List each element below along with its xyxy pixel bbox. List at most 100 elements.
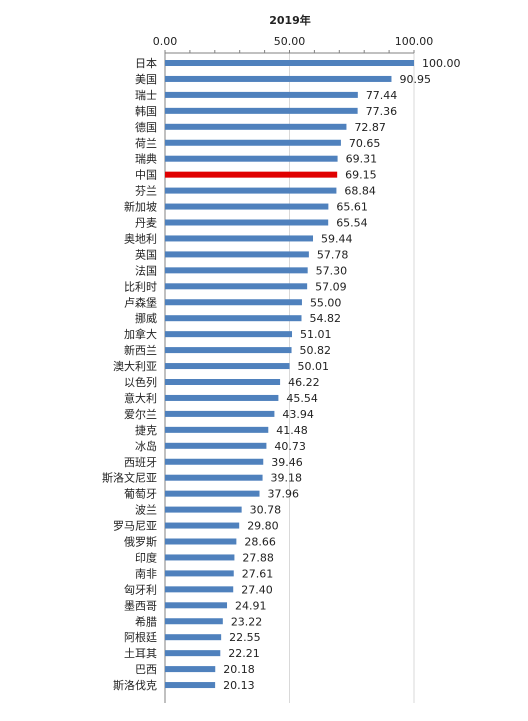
category-label: 法国 bbox=[135, 263, 157, 277]
value-label: 70.65 bbox=[349, 137, 381, 150]
bar-highlighted bbox=[165, 171, 338, 178]
x-axis: 0.00 50.00 100.00 bbox=[153, 35, 433, 703]
category-label: 卢森堡 bbox=[124, 295, 157, 309]
value-label: 77.44 bbox=[366, 89, 398, 102]
bar bbox=[165, 506, 242, 513]
category-label: 希腊 bbox=[135, 614, 157, 628]
category-label: 新加坡 bbox=[124, 200, 157, 214]
category-label: 新西兰 bbox=[124, 343, 157, 357]
bar bbox=[165, 442, 267, 449]
category-label: 挪威 bbox=[135, 311, 157, 325]
category-label: 中国 bbox=[135, 169, 157, 182]
category-label: 瑞士 bbox=[135, 88, 157, 102]
category-label: 墨西哥 bbox=[124, 599, 157, 612]
category-label: 阿根廷 bbox=[124, 630, 157, 644]
value-label: 40.73 bbox=[274, 440, 306, 453]
category-label: 罗马尼亚 bbox=[113, 520, 157, 533]
category-label: 南非 bbox=[135, 567, 157, 580]
value-label: 50.01 bbox=[298, 360, 330, 373]
value-label: 23.22 bbox=[231, 615, 263, 628]
category-label: 巴西 bbox=[135, 663, 157, 676]
bar bbox=[165, 554, 235, 561]
bar bbox=[165, 379, 281, 385]
category-label: 美国 bbox=[135, 73, 157, 86]
value-label: 68.84 bbox=[344, 185, 376, 198]
category-label: 匈牙利 bbox=[124, 582, 157, 596]
value-label: 39.18 bbox=[271, 472, 303, 485]
bar bbox=[165, 75, 392, 82]
bar bbox=[165, 682, 216, 689]
chart-title: 2019年 bbox=[269, 13, 311, 27]
value-label: 65.61 bbox=[336, 201, 368, 214]
value-label: 69.15 bbox=[345, 169, 377, 182]
value-label: 27.88 bbox=[242, 551, 274, 564]
category-label: 俄罗斯 bbox=[124, 536, 157, 549]
value-label: 77.36 bbox=[366, 105, 398, 118]
value-label: 20.18 bbox=[223, 663, 255, 676]
x-tick-label: 50.00 bbox=[274, 35, 306, 48]
category-labels: 日本美国瑞士韩国德国荷兰瑞典中国芬兰新加坡丹麦奥地利英国法国比利时卢森堡挪威加拿… bbox=[102, 56, 157, 692]
value-label: 43.94 bbox=[282, 408, 314, 421]
bar bbox=[165, 363, 290, 370]
bar bbox=[165, 650, 221, 657]
category-label: 斯洛文尼亚 bbox=[102, 471, 157, 485]
value-label: 57.30 bbox=[316, 264, 348, 277]
value-label: 51.01 bbox=[300, 328, 332, 341]
category-label: 葡萄牙 bbox=[124, 488, 157, 501]
bar bbox=[165, 315, 302, 322]
bar bbox=[165, 522, 240, 529]
category-label: 西班牙 bbox=[124, 456, 157, 469]
value-label: 100.00 bbox=[422, 57, 461, 70]
value-label: 72.87 bbox=[354, 121, 386, 134]
value-label: 39.46 bbox=[271, 456, 303, 469]
bar bbox=[165, 602, 228, 609]
value-label: 24.91 bbox=[235, 599, 266, 612]
bar bbox=[165, 490, 260, 497]
bar bbox=[165, 251, 309, 258]
bar bbox=[165, 410, 275, 417]
bar bbox=[165, 538, 237, 545]
value-label: 55.00 bbox=[310, 296, 342, 309]
category-label: 德国 bbox=[135, 120, 157, 134]
category-label: 澳大利亚 bbox=[113, 359, 157, 373]
category-label: 瑞典 bbox=[135, 152, 157, 166]
value-label: 37.96 bbox=[268, 488, 300, 501]
bar bbox=[165, 570, 234, 577]
category-label: 以色列 bbox=[124, 375, 157, 389]
bar bbox=[165, 283, 308, 290]
bar bbox=[165, 474, 263, 481]
category-label: 波兰 bbox=[135, 504, 157, 517]
bars bbox=[165, 60, 414, 689]
value-label: 29.80 bbox=[247, 520, 279, 533]
bar bbox=[165, 203, 329, 210]
category-label: 荷兰 bbox=[135, 137, 157, 150]
value-label: 27.40 bbox=[241, 583, 273, 596]
bar bbox=[165, 123, 347, 130]
category-label: 韩国 bbox=[135, 104, 157, 118]
value-label: 57.78 bbox=[317, 248, 349, 261]
bar bbox=[165, 347, 292, 354]
category-label: 土耳其 bbox=[124, 647, 157, 660]
value-label: 90.95 bbox=[399, 73, 431, 86]
bar bbox=[165, 666, 216, 673]
category-label: 丹麦 bbox=[135, 217, 157, 230]
category-label: 印度 bbox=[135, 550, 157, 564]
bar bbox=[165, 267, 308, 274]
bar bbox=[165, 187, 337, 194]
bar bbox=[165, 331, 293, 338]
category-label: 加拿大 bbox=[124, 327, 157, 341]
category-label: 奥地利 bbox=[124, 231, 157, 245]
category-label: 意大利 bbox=[124, 391, 157, 405]
bar bbox=[165, 91, 358, 98]
value-label: 54.82 bbox=[310, 312, 342, 325]
category-label: 芬兰 bbox=[135, 185, 157, 198]
value-label: 28.66 bbox=[244, 536, 276, 549]
bar bbox=[165, 634, 222, 641]
value-label: 22.55 bbox=[229, 631, 261, 644]
bar bbox=[165, 618, 223, 625]
category-label: 爱尔兰 bbox=[124, 408, 157, 421]
bar bbox=[165, 394, 279, 401]
